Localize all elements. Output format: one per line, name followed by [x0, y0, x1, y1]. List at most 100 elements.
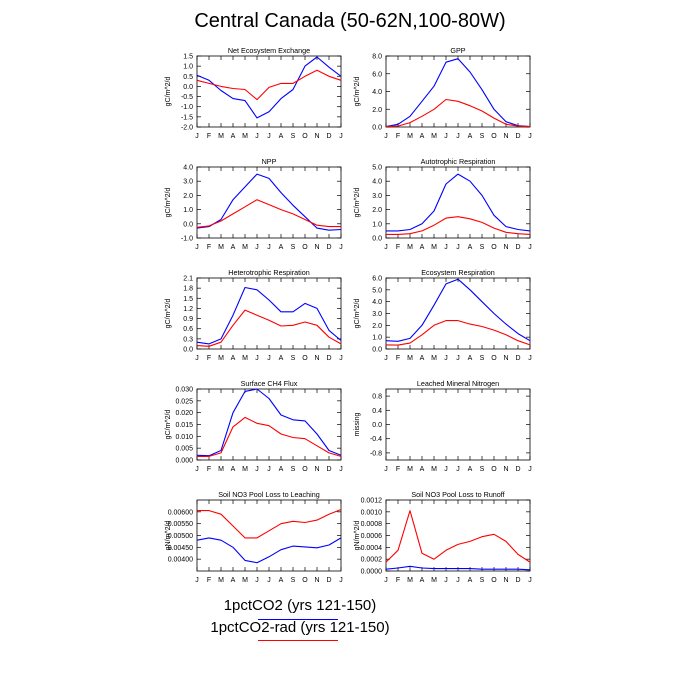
x-tick-label: J: [339, 133, 343, 140]
x-tick-label: N: [503, 355, 508, 362]
y-tick-label: 0.000: [175, 458, 193, 465]
x-tick-label: D: [326, 466, 331, 473]
x-tick-label: M: [431, 577, 437, 584]
x-tick-label: A: [279, 133, 284, 140]
x-tick-label: A: [231, 244, 236, 251]
x-tick-label: S: [480, 466, 485, 473]
x-tick-label: J: [255, 133, 259, 140]
y-tick-label: 4.0: [372, 299, 382, 306]
x-tick-label: F: [207, 244, 211, 251]
x-tick-label: J: [528, 466, 532, 473]
series-line-1pctco2-rad-yrs-121-150: [385, 510, 531, 563]
y-tick-label: 0.00600: [168, 509, 193, 516]
x-tick-label: S: [291, 133, 296, 140]
y-axis-label: gC/m^2/d: [354, 188, 361, 218]
x-tick-label: F: [396, 355, 400, 362]
x-tick-label: J: [195, 577, 199, 584]
x-tick-label: F: [396, 244, 400, 251]
x-tick-label: O: [491, 244, 497, 251]
x-tick-label: S: [480, 244, 485, 251]
x-tick-label: M: [407, 133, 413, 140]
y-tick-label: 0.0004: [361, 545, 383, 552]
x-tick-label: S: [291, 466, 296, 473]
x-tick-label: O: [491, 466, 497, 473]
panel-title: Ecosystem Respiration: [421, 268, 495, 277]
panel-frame: [385, 55, 531, 128]
x-tick-label: M: [431, 355, 437, 362]
panel-title: Soil NO3 Pool Loss to Runoff: [411, 490, 504, 499]
x-tick-label: A: [231, 466, 236, 473]
x-tick-label: J: [339, 244, 343, 251]
x-tick-label: D: [326, 244, 331, 251]
y-tick-label: 0.00550: [168, 521, 193, 528]
y-tick-label: 3.0: [372, 193, 382, 200]
x-tick-label: J: [456, 133, 460, 140]
chart-panel-soil-no3-pool-loss-to-leaching: Soil NO3 Pool Loss to Leaching 0.00600 0.0…: [165, 490, 343, 584]
x-tick-label: J: [255, 355, 259, 362]
x-tick-label: M: [431, 244, 437, 251]
x-tick-label: J: [267, 466, 271, 473]
x-tick-label: M: [431, 466, 437, 473]
y-tick-label: 1.5: [183, 296, 193, 303]
y-tick-label: 0.005: [175, 446, 193, 453]
x-tick-label: D: [515, 577, 520, 584]
y-tick-label: -2.0: [181, 125, 193, 132]
legend-label-1pctco2: 1pctCO2 (yrs 121-150): [223, 597, 377, 614]
y-tick-label: 5.0: [372, 287, 382, 294]
series-line-1pctco2-yrs-121-150: [386, 173, 531, 232]
panel-frame: [196, 55, 342, 128]
x-tick-label: M: [407, 577, 413, 584]
x-tick-label: A: [231, 577, 236, 584]
x-tick-label: O: [302, 355, 308, 362]
x-tick-label: N: [314, 244, 319, 251]
x-tick-label: J: [255, 577, 259, 584]
x-tick-label: J: [456, 577, 460, 584]
y-tick-label: 5.0: [372, 165, 382, 172]
x-tick-label: A: [420, 466, 425, 473]
x-tick-label: O: [302, 466, 308, 473]
x-tick-label: A: [420, 244, 425, 251]
chart-panel-heterotrophic-respiration: Heterotrophic Respiration 2.1 1.8 1.5 1.2 0.9…: [165, 268, 343, 362]
y-tick-label: -0.5: [181, 94, 193, 101]
y-tick-label: 0.00400: [168, 557, 193, 564]
x-tick-label: S: [480, 133, 485, 140]
y-tick-label: 0.3: [183, 336, 193, 343]
y-tick-label: 2.0: [372, 323, 382, 330]
y-axis-label: gC/m^2/d: [165, 299, 172, 329]
x-tick-label: D: [515, 355, 520, 362]
x-tick-label: F: [396, 133, 400, 140]
y-tick-label: 1.0: [372, 335, 382, 342]
y-tick-label: 1.5: [183, 54, 193, 61]
series-line-1pctco2-yrs-121-150: [196, 56, 342, 119]
x-tick-label: A: [468, 133, 473, 140]
x-tick-label: D: [326, 133, 331, 140]
x-tick-label: A: [279, 244, 284, 251]
x-tick-label: N: [314, 133, 319, 140]
y-tick-label: 0.5: [183, 74, 193, 81]
y-tick-label: 0.0008: [361, 521, 383, 528]
panel-frame: [385, 388, 531, 461]
panel-title: Net Ecosystem Exchange: [228, 46, 310, 55]
series-line-1pctco2-rad-yrs-121-150: [196, 309, 342, 347]
x-tick-label: J: [255, 244, 259, 251]
x-tick-label: A: [468, 466, 473, 473]
x-tick-label: O: [491, 355, 497, 362]
x-tick-label: F: [207, 577, 211, 584]
x-tick-label: O: [302, 133, 308, 140]
x-tick-label: F: [207, 133, 211, 140]
x-tick-label: J: [528, 577, 532, 584]
chart-panel-leached-mineral-nitrogen: Leached Mineral Nitrogen 0.8 0.4 0.0 -0.4 -0.…: [354, 379, 532, 473]
chart-panel-surface-ch4-flux: Surface CH4 Flux 0.030 0.025 0.020 0.015 0.01…: [165, 379, 343, 473]
series-line-1pctco2-yrs-121-150: [196, 388, 342, 457]
legend-swatch-1pctco2: [258, 619, 338, 620]
x-tick-label: F: [207, 355, 211, 362]
x-tick-label: J: [456, 466, 460, 473]
y-tick-label: 1.0: [183, 64, 193, 71]
panel-title: NPP: [262, 157, 277, 166]
x-tick-label: A: [468, 355, 473, 362]
y-tick-label: 0.0000: [361, 569, 383, 576]
series-line-1pctco2-yrs-121-150: [385, 565, 531, 571]
y-tick-label: 0.030: [175, 387, 193, 394]
y-axis-label: gC/m^2/d: [354, 299, 361, 329]
